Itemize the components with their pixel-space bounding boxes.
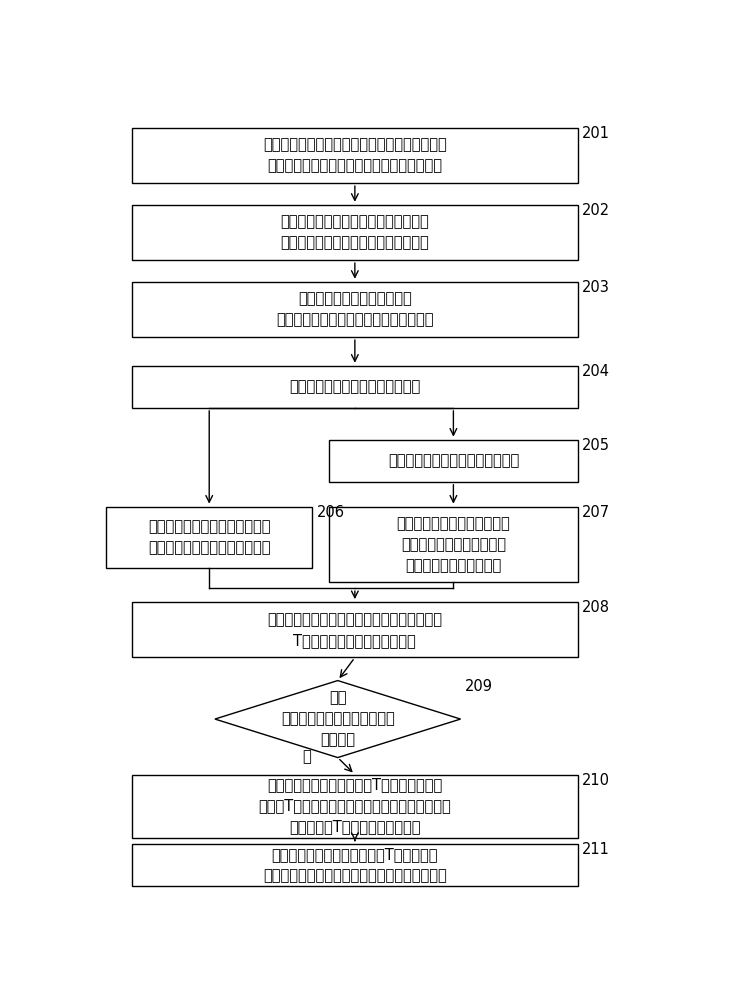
Bar (329, 440, 578, 482)
Bar (132, 774, 578, 838)
Text: 计算两个相邻的间断点之间的距离: 计算两个相邻的间断点之间的距离 (388, 453, 519, 468)
Bar (132, 602, 578, 657)
Text: 沿着待填充轮廓，填充相邻的
间断点之间缺失的像素点，
生成填充后的遮挡轮廓图: 沿着待填充轮廓，填充相邻的 间断点之间缺失的像素点， 生成填充后的遮挡轮廓图 (397, 516, 510, 573)
Bar (329, 507, 578, 582)
Text: 在各像素点对应的卷积值中，
将卷积值为预设值的像素点确定为间断点: 在各像素点对应的卷积值中， 将卷积值为预设值的像素点确定为间断点 (276, 291, 433, 327)
Text: 使用预设的卷积核遍历遮挡轮廓图中的
各像素点，生成各像素点对应的卷积值: 使用预设的卷积核遍历遮挡轮廓图中的 各像素点，生成各像素点对应的卷积值 (281, 214, 429, 250)
Text: 使用预设的膨胀腐蚀方法，填充
相邻的间断点之间缺失的像素点: 使用预设的膨胀腐蚀方法，填充 相邻的间断点之间缺失的像素点 (148, 519, 270, 555)
Text: 203: 203 (582, 280, 610, 295)
Bar (106, 507, 312, 568)
Bar (132, 128, 578, 183)
Bar (132, 205, 578, 260)
Polygon shape (215, 681, 461, 758)
Text: 计算两个相邻的间断点之间的距离: 计算两个相邻的间断点之间的距离 (289, 379, 421, 394)
Text: 201: 201 (582, 126, 610, 141)
Text: 211: 211 (582, 842, 610, 857)
Bar (132, 366, 578, 408)
Text: 将目标第二前后关系对应的T型角点特征确定
为错误T型角点特征，并根据目标第一前后关系，
对所述错误T型角点特征进行修正: 将目标第二前后关系对应的T型角点特征确定 为错误T型角点特征，并根据目标第一前后… (259, 778, 451, 835)
Text: 205: 205 (582, 438, 610, 453)
Text: 206: 206 (317, 505, 345, 520)
Text: 使用预设的过分割算法和预设的分类器依次对单
目图像进行处理，生成单目图像的遮挡轮廓图: 使用预设的过分割算法和预设的分类器依次对单 目图像进行处理，生成单目图像的遮挡轮… (263, 137, 447, 173)
Text: 202: 202 (582, 203, 610, 218)
Bar (132, 844, 578, 886)
Text: 207: 207 (582, 505, 610, 520)
Text: 208: 208 (582, 600, 610, 615)
Bar (132, 282, 578, 337)
Text: 否: 否 (302, 749, 311, 764)
Text: 从填充后的遮挡轮廓图中提取局部边界特征、
T型角点特征和区域显著性特征: 从填充后的遮挡轮廓图中提取局部边界特征、 T型角点特征和区域显著性特征 (268, 612, 442, 648)
Text: 判断
第一前后关系与第二前后关系
是否一致: 判断 第一前后关系与第二前后关系 是否一致 (281, 691, 394, 748)
Text: 209: 209 (465, 679, 493, 694)
Text: 204: 204 (582, 364, 610, 379)
Text: 210: 210 (582, 773, 610, 788)
Text: 根据局部边界特征、修正后的T型角点特征
以及区域显著性特征，计算单目图像的深度次序: 根据局部边界特征、修正后的T型角点特征 以及区域显著性特征，计算单目图像的深度次… (263, 847, 447, 883)
